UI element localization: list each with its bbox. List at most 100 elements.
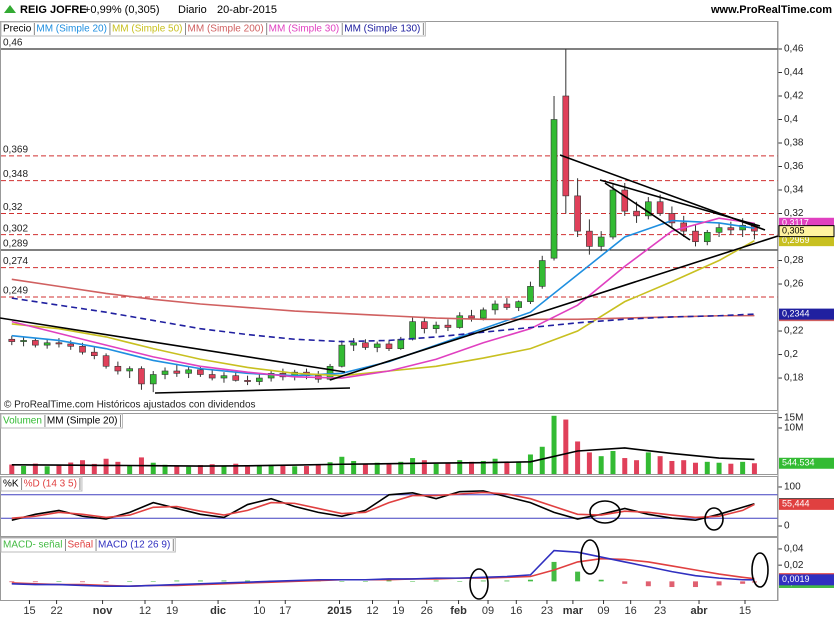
legend-item: MM (Simple 20) [36,24,107,35]
bar [103,581,109,583]
annotation-ellipse [469,568,489,600]
annotation-ellipse [751,552,769,588]
bar [339,581,345,582]
bar [386,464,392,474]
x-tick-label: dic [210,605,226,617]
bar [174,580,180,582]
bar [681,460,687,474]
candle-body [208,374,216,379]
candle-body [373,343,381,348]
candle-body [727,227,735,231]
legend-item: MM (Simple 30) [269,24,340,35]
bar [339,456,345,474]
y-tick-label: 100 [784,482,801,493]
candle-body [633,210,640,217]
bar [598,579,604,582]
series-line [11,297,755,343]
bar [245,580,251,582]
bar [457,460,463,474]
candle-body [385,343,393,349]
bar [669,460,675,474]
bar [303,466,309,474]
bar [209,464,215,474]
bar [410,458,416,474]
x-tick-label: 2015 [327,605,351,617]
level-label: 0,46 [3,38,23,49]
bar [398,461,404,474]
annotation-ellipse [580,539,600,575]
series-line [11,491,755,520]
candle-body [173,370,181,374]
date: 20-abr-2015 [217,4,277,16]
level-label: 0,302 [3,223,28,234]
bar [716,462,722,474]
candle-body [621,189,629,212]
y-tick-label: 0,28 [784,255,804,266]
bar [669,581,675,588]
bar [150,462,156,474]
legend-item: MM (Simple 50) [112,24,183,35]
note: © ProRealTime.com Históricos ajustados c… [4,400,256,411]
value-box [779,308,834,320]
x-tick-label: mar [563,605,584,617]
bar [539,446,545,474]
annotation-ellipse [589,500,621,524]
candle-body [126,368,133,372]
bar [622,458,628,474]
bar [575,571,581,582]
x-tick-label: nov [93,605,113,617]
annotation-ellipse [704,507,724,531]
x-tick-label: 15 [739,605,751,617]
series-line [11,217,755,379]
legend-item: MM (Simple 20) [47,416,118,427]
y-tick-label: 0,42 [784,91,804,102]
y-tick-label: 0 [784,521,790,532]
candle-body [149,374,157,385]
y-tick-label: 0,34 [784,185,804,196]
bar [9,581,15,583]
bar [351,460,357,474]
bar [91,463,97,474]
candle-body [491,303,499,311]
bar [751,463,757,474]
candle-body [645,201,652,217]
value-box [779,217,834,229]
x-tick-label: 09 [597,605,609,617]
bar [268,464,274,474]
bar [362,581,368,582]
candle-body [350,342,357,346]
bar [115,461,121,474]
legend-item: Señal [67,540,93,551]
change: +0,99% (0,305) [84,4,160,16]
bar [469,461,475,474]
bar [657,456,663,474]
bar [492,458,498,474]
legend-item: Precio [3,24,32,35]
value-box-label: 0,3117 [782,218,809,228]
legend-item: %D (14 3 5) [24,479,77,490]
candle-body [55,342,63,345]
value-box [779,235,834,247]
y-tick-label: 0,26 [784,279,804,290]
legend-background [0,21,426,37]
candle-body [421,321,428,329]
candle-body [456,315,464,328]
y-tick-label: 0,44 [784,67,804,78]
candle-body [185,369,192,374]
y-tick-label: 0,32 [784,208,804,219]
bar [551,561,557,582]
x-tick-label: 10 [253,605,265,617]
bar [740,461,746,474]
symbol: REIG JOFRE [20,4,87,16]
site: www.ProRealTime.com [710,4,832,16]
bar [56,581,62,582]
bar [162,464,168,474]
level-label: 0,32 [3,202,23,213]
candle-body [256,377,263,382]
bar [504,580,510,582]
bar [433,463,439,474]
bar [80,460,86,474]
candle-body [114,365,122,372]
